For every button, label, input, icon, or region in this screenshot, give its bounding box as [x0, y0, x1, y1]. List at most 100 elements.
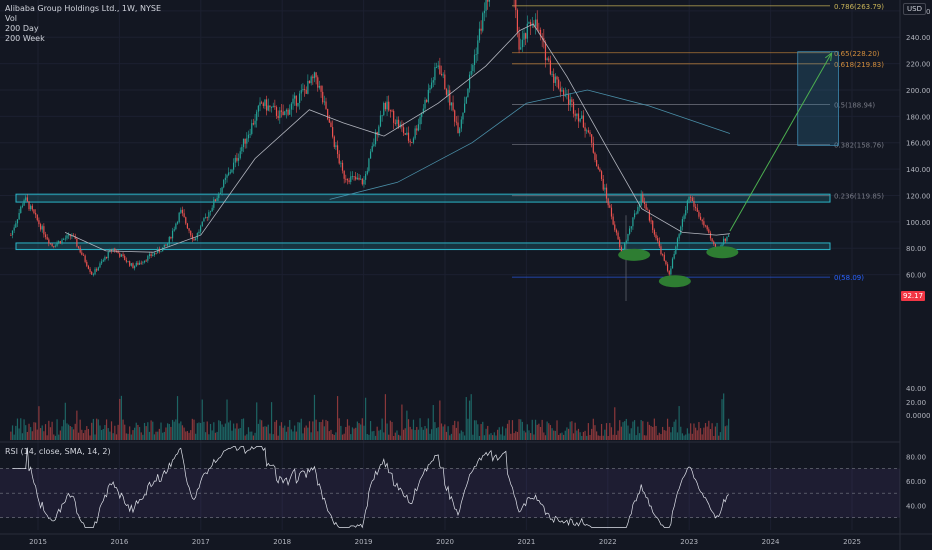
volume-bar	[279, 425, 281, 440]
volume-bar	[523, 430, 525, 440]
volume-bar	[650, 425, 652, 440]
projection-arrow	[729, 51, 833, 232]
volume-bar	[302, 433, 304, 440]
candle-body	[221, 187, 223, 193]
rsi-legend[interactable]: RSI (14, close, SMA, 14, 2)	[5, 447, 111, 456]
volume-bar	[561, 432, 563, 440]
volume-bar	[609, 422, 611, 440]
candle-body	[640, 194, 642, 206]
volume-bar	[262, 426, 264, 440]
volume-bar	[394, 432, 396, 440]
candle-body	[327, 108, 329, 120]
candle-body	[728, 235, 730, 237]
candle-body	[20, 206, 22, 213]
candle-body	[431, 82, 433, 89]
volume-bar	[417, 429, 420, 440]
candle-body	[464, 103, 466, 113]
candle-body	[373, 144, 375, 147]
volume-bar	[363, 425, 365, 440]
candle-body	[346, 179, 349, 181]
volume-bar	[274, 421, 276, 440]
volume-bar	[366, 434, 368, 440]
indicator-200-day[interactable]: 200 Day	[5, 24, 39, 33]
candle-body	[143, 260, 146, 263]
candle-body	[561, 90, 563, 92]
volume-bar	[493, 432, 495, 440]
volume-bar	[114, 425, 116, 440]
candle-body	[617, 232, 619, 240]
candle-body	[457, 122, 459, 134]
volume-bar	[551, 428, 553, 440]
candle-body	[386, 101, 388, 110]
volume-bar	[602, 435, 604, 440]
indicator-200-week[interactable]: 200 Week	[5, 34, 45, 43]
candle-body	[482, 13, 484, 31]
volume-bar	[208, 434, 210, 440]
volume-bar	[84, 430, 86, 440]
volume-bar	[680, 426, 682, 440]
volume-bar	[122, 419, 124, 440]
ma-200-day-line	[64, 23, 730, 253]
candle-body	[406, 132, 408, 135]
volume-bar	[539, 426, 542, 440]
candle-body	[33, 209, 35, 214]
candle-body	[723, 238, 725, 245]
volume-bar	[43, 431, 45, 440]
candle-body	[650, 220, 652, 222]
currency-badge[interactable]: USD	[903, 3, 926, 15]
candle-body	[10, 235, 12, 236]
candle-body	[115, 251, 118, 253]
candle-body	[26, 197, 28, 202]
candle-body	[241, 146, 243, 152]
candle-body	[198, 231, 200, 234]
candle-body	[363, 179, 365, 185]
volume-bar	[427, 418, 429, 440]
volume-bar	[468, 400, 471, 440]
volume-bar	[30, 427, 32, 440]
volume-bar	[549, 425, 552, 440]
volume-bar	[125, 433, 127, 440]
candle-body	[455, 121, 457, 123]
volume-bar	[660, 434, 662, 440]
volume-bar	[81, 429, 83, 440]
price-tick-label: 60.00	[906, 272, 926, 280]
candle-body	[84, 255, 86, 262]
volume-bar	[332, 434, 334, 440]
volume-bar	[447, 426, 449, 440]
candle-body	[302, 88, 304, 91]
candle-body	[559, 88, 561, 92]
volume-bar	[614, 407, 616, 440]
candle-body	[36, 214, 38, 221]
candle-body	[71, 235, 73, 237]
time-tick-label: 2022	[599, 538, 617, 546]
candle-body	[589, 132, 591, 135]
candle-body	[686, 200, 688, 211]
candle-body	[285, 109, 288, 112]
candle-body	[66, 235, 68, 239]
time-tick-label: 2016	[110, 538, 128, 546]
volume-bar	[147, 422, 149, 440]
candle-body	[135, 262, 137, 267]
volume-bar	[216, 431, 218, 440]
volume-bar	[711, 423, 713, 440]
candle-body	[129, 261, 131, 266]
volume-bar	[594, 425, 596, 440]
candle-body	[119, 253, 121, 257]
candle-body	[16, 219, 19, 224]
volume-bar	[16, 418, 19, 440]
candle-body	[416, 128, 418, 131]
volume-bar	[396, 430, 398, 440]
candle-body	[343, 170, 345, 179]
candle-body	[145, 260, 147, 262]
volume-bar	[224, 423, 226, 440]
symbol-title[interactable]: Alibaba Group Holdings Ltd., 1W, NYSE	[5, 4, 162, 13]
indicator-vol[interactable]: Vol	[5, 14, 17, 23]
time-axis[interactable]: 2015 2016 2017 2018 2019 2020 2021 2022 2023 2024…	[29, 538, 861, 546]
volume-bar	[115, 434, 118, 440]
volume-bar	[709, 429, 712, 440]
candle-body	[402, 127, 405, 134]
volume-bar	[419, 418, 421, 440]
volume-bar	[475, 420, 477, 440]
